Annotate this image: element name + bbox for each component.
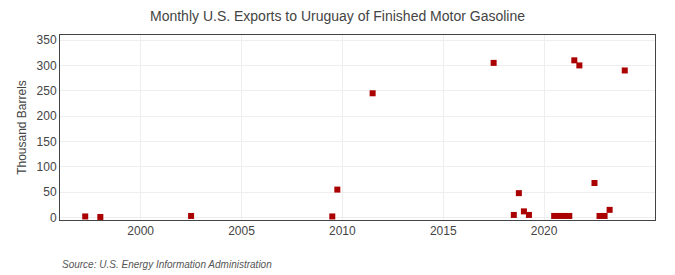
- svg-text:200: 200: [37, 109, 57, 123]
- svg-text:350: 350: [37, 33, 57, 47]
- svg-text:Source: U.S. Energy Informatio: Source: U.S. Energy Information Administ…: [62, 259, 272, 270]
- svg-text:250: 250: [37, 84, 57, 98]
- svg-text:2015: 2015: [430, 224, 457, 238]
- svg-text:2005: 2005: [228, 224, 255, 238]
- svg-text:2010: 2010: [329, 224, 356, 238]
- svg-text:300: 300: [37, 59, 57, 73]
- svg-text:50: 50: [43, 185, 57, 199]
- svg-text:2000: 2000: [127, 224, 154, 238]
- svg-text:150: 150: [37, 135, 57, 149]
- svg-text:100: 100: [37, 160, 57, 174]
- svg-text:Thousand Barrels: Thousand Barrels: [15, 80, 29, 175]
- svg-text:0: 0: [50, 211, 57, 225]
- svg-text:2020: 2020: [531, 224, 558, 238]
- svg-text:Monthly U.S. Exports to Urugua: Monthly U.S. Exports to Uruguay of Finis…: [150, 8, 525, 24]
